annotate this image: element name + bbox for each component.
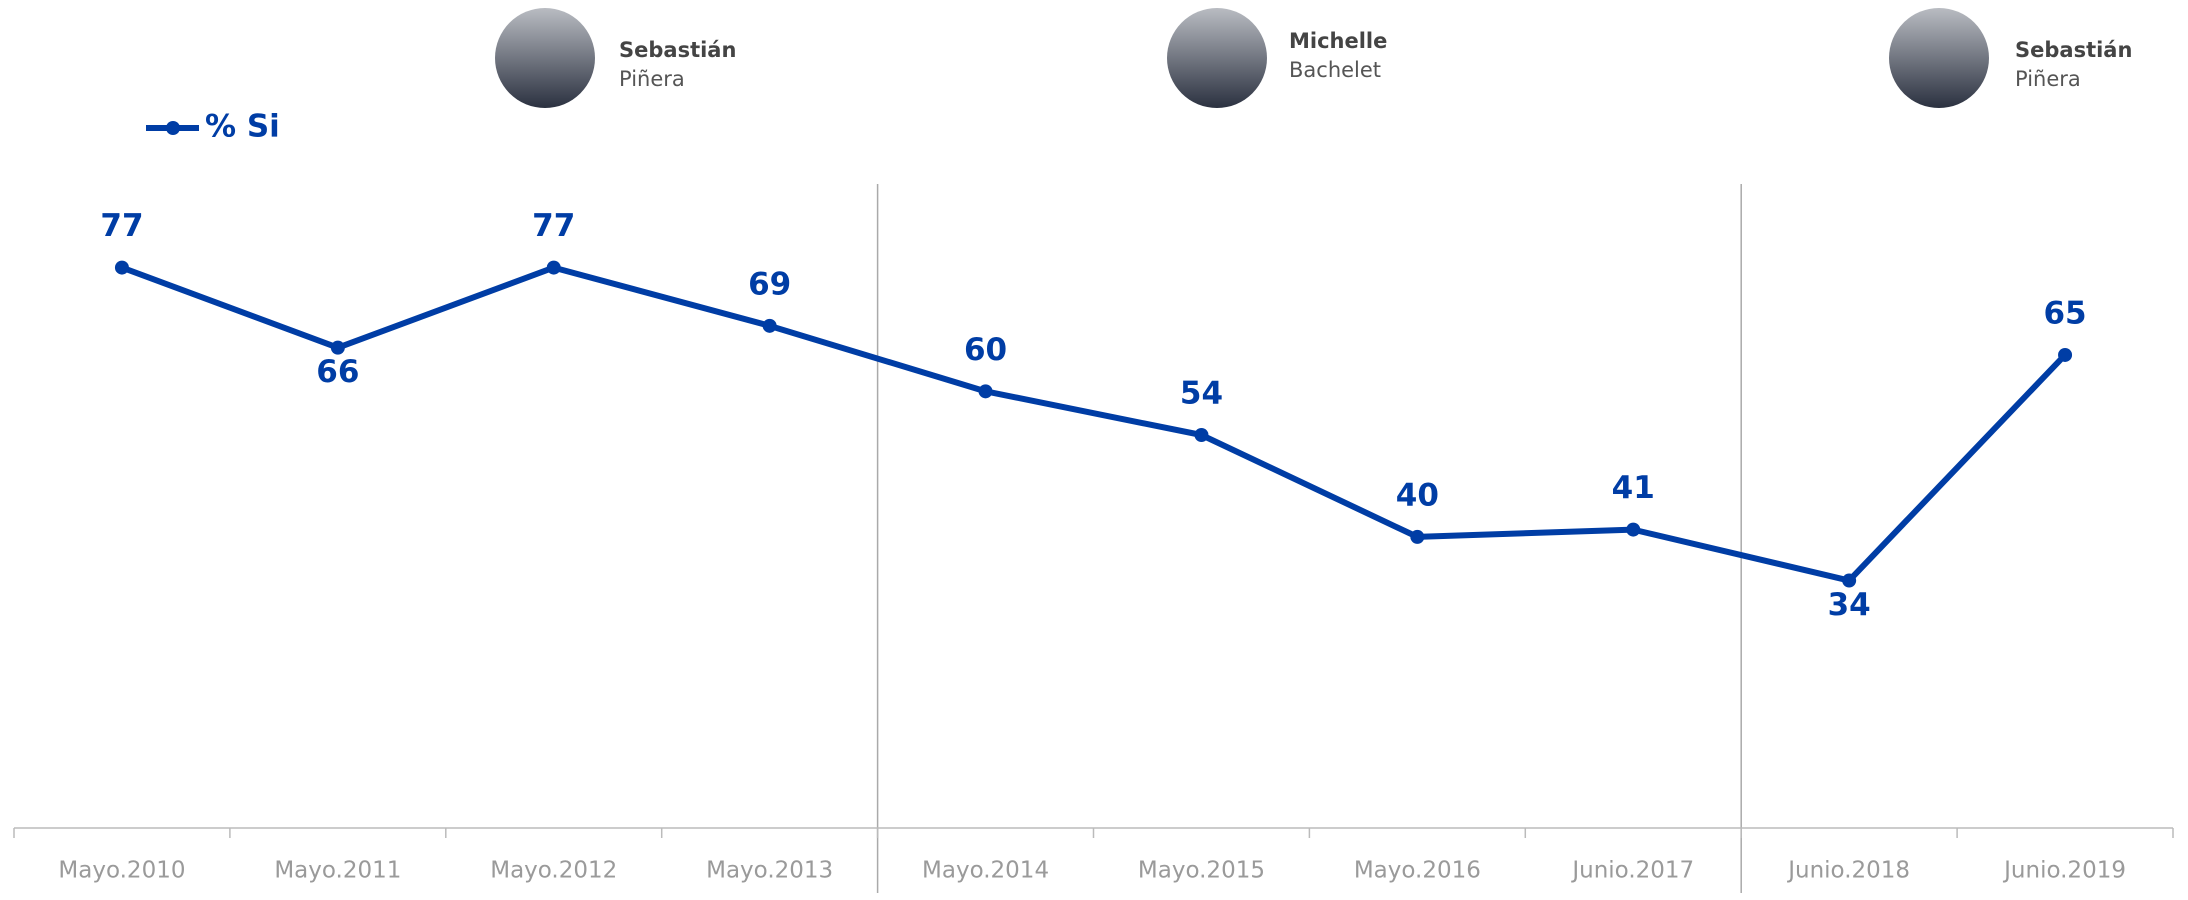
- data-label: 60: [964, 332, 1007, 368]
- point: [114, 260, 129, 275]
- x-tick-label: Junio.2017: [1570, 858, 1694, 884]
- point: [330, 340, 345, 355]
- legend-dot: [166, 121, 180, 135]
- annotation: Sebastián Piñera: [495, 8, 736, 108]
- point: [546, 260, 561, 275]
- x-tick-label: Mayo.2016: [1354, 858, 1481, 884]
- first-name: Sebastián: [2015, 38, 2132, 62]
- point: [762, 318, 777, 333]
- point: [1842, 573, 1857, 588]
- x-tick-label: Mayo.2012: [490, 858, 617, 884]
- point: [1410, 529, 1425, 544]
- x-tick-label: Mayo.2011: [274, 858, 401, 884]
- first-name: Michelle: [1289, 29, 1387, 53]
- x-tick-label: Mayo.2013: [706, 858, 833, 884]
- x-tick-label: Junio.2019: [2002, 858, 2126, 884]
- x-tick-label: Mayo.2014: [922, 858, 1049, 884]
- data-label: 66: [316, 354, 359, 390]
- x-tick-label: Mayo.2010: [58, 858, 185, 884]
- annotation: Michelle Bachelet: [1167, 8, 1387, 108]
- last-name: Piñera: [619, 67, 685, 91]
- x-tick-label: Junio.2018: [1786, 858, 1910, 884]
- point: [1194, 428, 1209, 442]
- data-label: 54: [1180, 376, 1223, 412]
- legend-label: % Si: [205, 109, 280, 145]
- x-tick-label: Mayo.2015: [1138, 858, 1265, 884]
- point: [978, 384, 993, 399]
- data-label: 40: [1396, 477, 1439, 513]
- photo: [1167, 8, 1267, 108]
- first-name: Sebastián: [619, 38, 736, 62]
- data-label: 69: [748, 266, 791, 302]
- data-label: 34: [1828, 587, 1871, 623]
- point: [2058, 347, 2073, 362]
- photo: [1889, 8, 1989, 108]
- last-name: Bachelet: [1289, 58, 1381, 82]
- photo: [495, 8, 595, 108]
- series-line: [120, 264, 2068, 584]
- point: [1626, 522, 1641, 537]
- data-label: 77: [100, 208, 143, 244]
- annotation: Sebastián Piñera: [1889, 8, 2132, 108]
- last-name: Piñera: [2015, 67, 2081, 91]
- data-label: 65: [2043, 295, 2086, 331]
- data-label: 41: [1612, 470, 1655, 506]
- data-label: 77: [532, 208, 575, 244]
